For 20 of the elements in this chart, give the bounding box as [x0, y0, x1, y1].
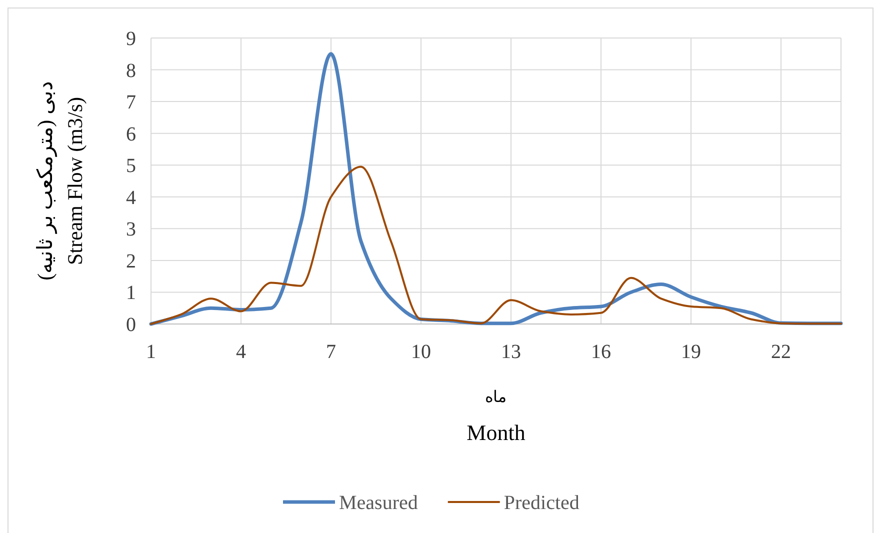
x-tick-label: 16	[591, 341, 611, 363]
x-tick-label: 7	[326, 341, 336, 363]
x-tick-label: 13	[501, 341, 521, 363]
y-tick-label: 1	[126, 282, 136, 304]
y-tick-label: 8	[126, 60, 136, 82]
y-tick-label: 9	[126, 28, 136, 50]
x-tick-label: 22	[771, 341, 791, 363]
x-tick-label: 19	[681, 341, 701, 363]
y-tick-label: 6	[126, 123, 136, 146]
legend-label: Predicted	[504, 492, 580, 514]
y-tick-label: 2	[126, 250, 136, 272]
y-tick-label: 3	[126, 218, 136, 241]
y-tick-label: 5	[126, 155, 136, 178]
legend-label: Measured	[339, 492, 418, 514]
x-tick-label: 10	[411, 341, 431, 363]
y-tick-label: 0	[126, 314, 136, 336]
y-tick-label: 4	[126, 186, 136, 209]
x-tick-label: 1	[146, 341, 156, 363]
y-tick-label: 7	[126, 92, 136, 114]
x-tick-label: 4	[236, 341, 246, 363]
